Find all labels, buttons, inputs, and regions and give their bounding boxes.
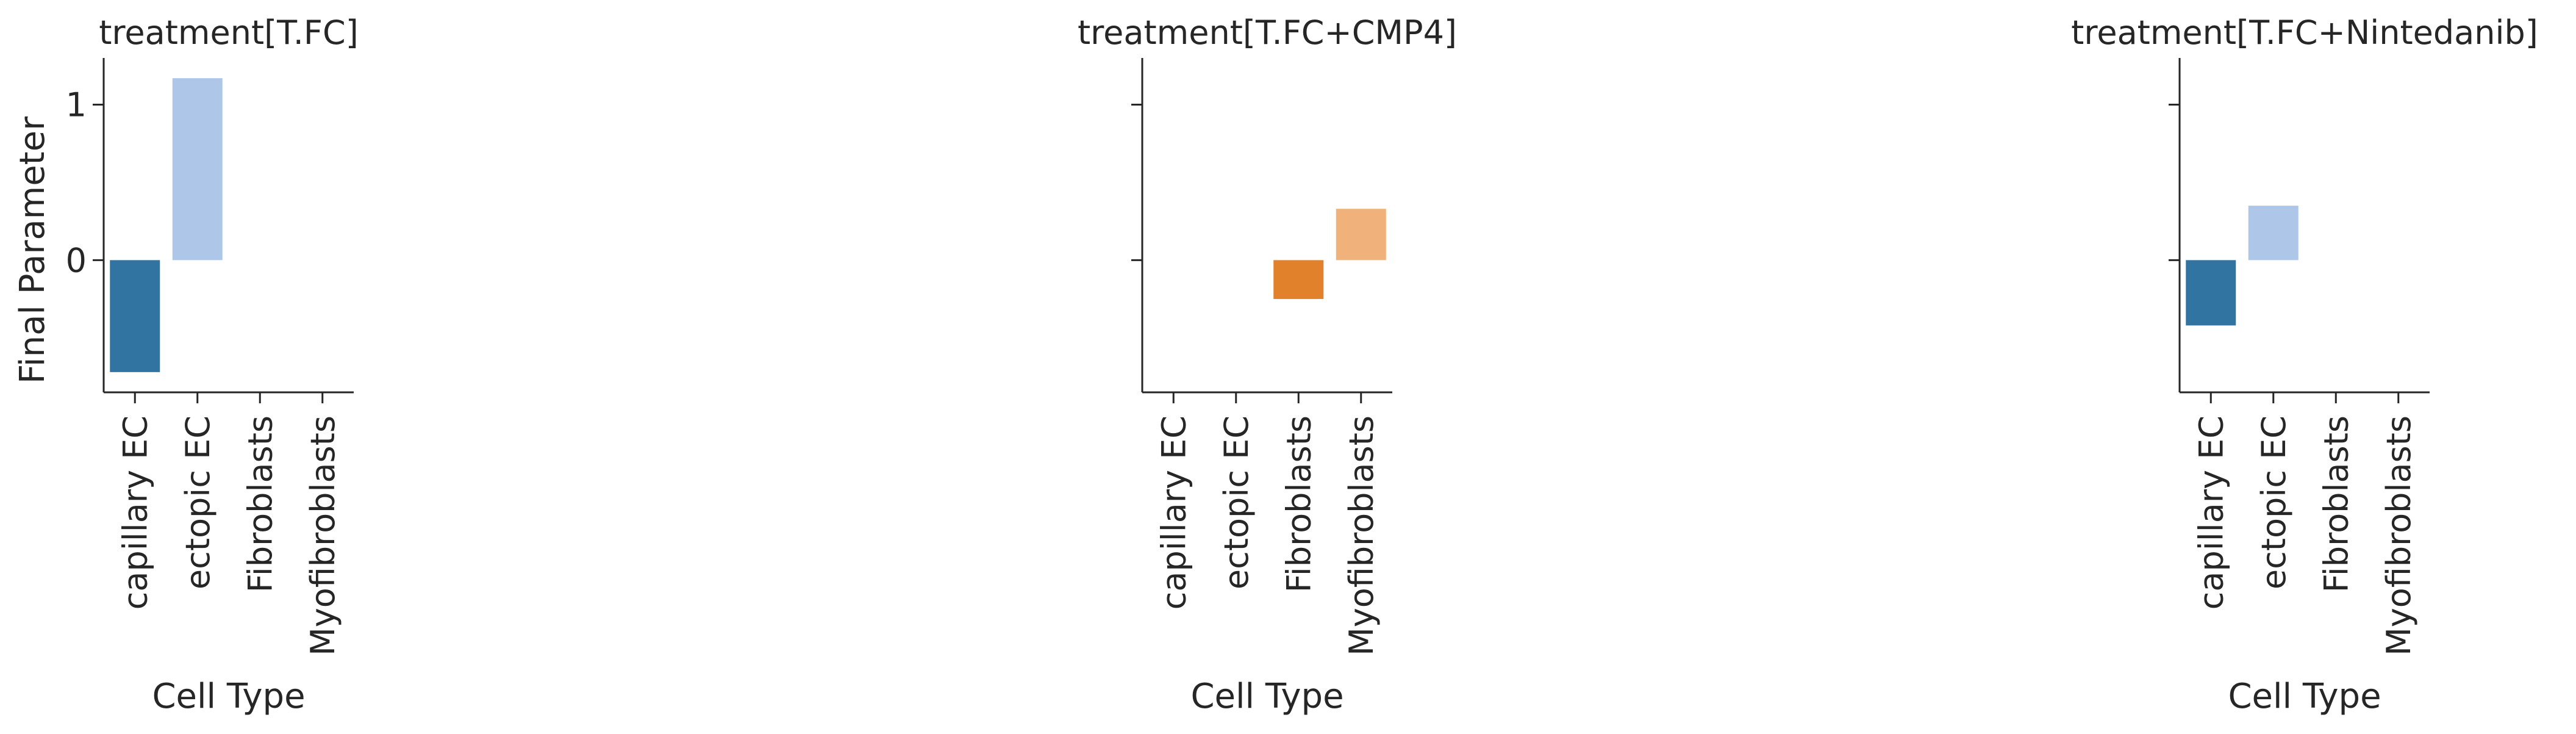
x-tick-label: ectopic EC bbox=[2255, 416, 2293, 589]
x-tick-label: Fibroblasts bbox=[1279, 416, 1318, 592]
bar-capillary-ec bbox=[110, 260, 160, 372]
bar-ectopic-ec bbox=[2248, 206, 2299, 261]
x-axis-label: Cell Type bbox=[1190, 677, 1343, 716]
y-axis-label: Final Parameter bbox=[13, 116, 52, 384]
bar-fibroblasts bbox=[1273, 260, 1324, 300]
x-tick-label: capillary EC bbox=[116, 416, 154, 610]
panel-title: treatment[T.FC] bbox=[99, 13, 359, 52]
x-tick-label: ectopic EC bbox=[1217, 416, 1256, 589]
x-tick-label: Myofibroblasts bbox=[2380, 416, 2418, 656]
panel-2: treatment[T.FC+CMP4] capillary EC ectopic … bbox=[1078, 13, 1457, 716]
panel-title: treatment[T.FC+CMP4] bbox=[1078, 13, 1457, 52]
y-tick-label: 0 bbox=[66, 241, 87, 279]
x-tick-label: ectopic EC bbox=[179, 416, 217, 589]
bar-myofibroblasts bbox=[1336, 209, 1386, 261]
x-tick-label: Myofibroblasts bbox=[304, 416, 342, 656]
panel-title: treatment[T.FC+Nintedanib] bbox=[2071, 13, 2538, 52]
x-axis-label: Cell Type bbox=[2228, 677, 2381, 716]
x-tick-label: capillary EC bbox=[1154, 416, 1193, 610]
bar-capillary-ec bbox=[2186, 260, 2236, 326]
panel-1: treatment[T.FC] 0 1 capillary EC ectopic EC F… bbox=[66, 13, 359, 716]
x-tick-label: Myofibroblasts bbox=[1342, 416, 1381, 656]
x-axis-label: Cell Type bbox=[152, 677, 305, 716]
panels: treatment[T.FC] 0 1 capillary EC ectopic EC F… bbox=[66, 13, 2538, 716]
x-tick-label: capillary EC bbox=[2192, 416, 2230, 610]
x-tick-label: Fibroblasts bbox=[241, 416, 279, 592]
panel-3: treatment[T.FC+Nintedanib] capillary EC ec… bbox=[2071, 13, 2538, 716]
y-tick-label: 1 bbox=[66, 85, 87, 124]
bar-ectopic-ec bbox=[172, 78, 223, 261]
x-tick-label: Fibroblasts bbox=[2317, 416, 2355, 592]
